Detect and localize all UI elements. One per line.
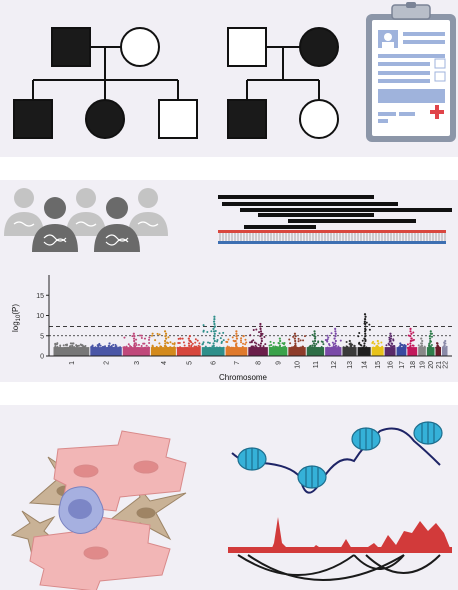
x-tick-label: 6 — [211, 361, 218, 365]
epigenomic-signal-track — [228, 517, 452, 553]
x-axis-label: Chromosome — [219, 373, 268, 382]
chromatin-fiber — [231, 421, 443, 494]
chromosome-18-points — [406, 327, 418, 356]
chromosome-19-points — [417, 337, 426, 356]
x-tick-label: 1 — [69, 361, 76, 365]
chromosome-16-points — [384, 332, 396, 356]
chromosome-9-points — [268, 337, 288, 356]
x-tick-label: 20 — [428, 361, 435, 369]
chromosome-15-points — [371, 339, 384, 356]
chromosome-6-points — [201, 315, 225, 356]
chromosome-2-points — [90, 342, 122, 356]
x-tick-label: 21 — [436, 361, 443, 369]
x-tick-label: 8 — [256, 361, 263, 365]
x-tick-label: 2 — [104, 361, 111, 365]
x-tick-label: 10 — [295, 361, 302, 369]
y-tick-label: 15 — [36, 293, 44, 300]
x-tick-label: 15 — [375, 361, 382, 369]
x-tick-label: 13 — [347, 361, 354, 369]
chromosome-17-points — [396, 342, 407, 356]
chromosome-1-points — [53, 342, 90, 356]
x-tick-label: 3 — [134, 361, 141, 365]
chromosome-5-points — [176, 335, 201, 356]
unaffected-female-symbol — [120, 27, 160, 67]
cohort-people-icon — [4, 188, 168, 252]
x-tick-label: 19 — [420, 361, 427, 369]
pedigree-panel — [0, 0, 458, 157]
clipboard-icon — [366, 2, 456, 142]
gwas-panel: 0 5 10 15 1 2 3 4 5 6 7 8 9 10 11 12 13 14 15 16 17 18 19 20 21… — [0, 180, 458, 382]
x-tick-label: 9 — [276, 361, 283, 365]
sequencing-reads — [218, 195, 452, 229]
y-tick-label: 0 — [40, 354, 44, 361]
x-tick-label: 7 — [234, 361, 241, 365]
chromosome-22-points — [441, 339, 448, 356]
x-tick-label: 14 — [362, 361, 369, 369]
chromosome-10-points — [288, 332, 306, 356]
chromosome-8-points — [248, 322, 268, 356]
x-tick-label: 11 — [313, 361, 320, 368]
x-tick-label: 4 — [161, 361, 168, 365]
chromosome-21-points — [435, 342, 442, 356]
nucleosome-icon — [237, 421, 443, 489]
chromosome-13-points — [342, 339, 357, 356]
affected-male-symbol — [227, 99, 267, 139]
chromosome-20-points — [426, 330, 435, 356]
cell-chromatin-panel — [0, 405, 458, 590]
dna-reference-strand — [218, 230, 446, 244]
affected-female-symbol — [299, 27, 339, 67]
chromosome-4-points — [150, 330, 176, 356]
x-tick-label: 18 — [410, 361, 417, 369]
x-tick-label: 5 — [186, 361, 193, 365]
chromosome-12-points — [324, 327, 342, 356]
unaffected-male-symbol — [227, 27, 267, 67]
pedigree-left — [13, 27, 198, 139]
unaffected-male-symbol — [158, 99, 198, 139]
chromosome-7-points — [225, 330, 248, 356]
x-tick-label: 22 — [442, 361, 449, 369]
x-tick-label: 12 — [331, 361, 338, 369]
chromosome-11-points — [306, 330, 325, 356]
y-tick-label: 5 — [40, 333, 44, 340]
pedigree-right — [227, 27, 339, 139]
affected-male-symbol — [13, 99, 53, 139]
chromosome-3-points — [122, 332, 151, 356]
y-tick-label: 10 — [36, 313, 44, 320]
unaffected-female-symbol — [299, 99, 339, 139]
chromosome-14-points — [357, 313, 371, 356]
cardiomyocyte-cell-icon — [29, 430, 187, 590]
x-tick-label: 16 — [388, 361, 395, 369]
chromatin-loops — [237, 554, 441, 581]
y-axis-label: log10(P) — [11, 304, 22, 332]
x-tick-label: 17 — [399, 361, 406, 369]
affected-female-symbol — [85, 99, 125, 139]
macrophage-cell-icon — [58, 486, 104, 534]
affected-male-symbol — [51, 27, 91, 67]
